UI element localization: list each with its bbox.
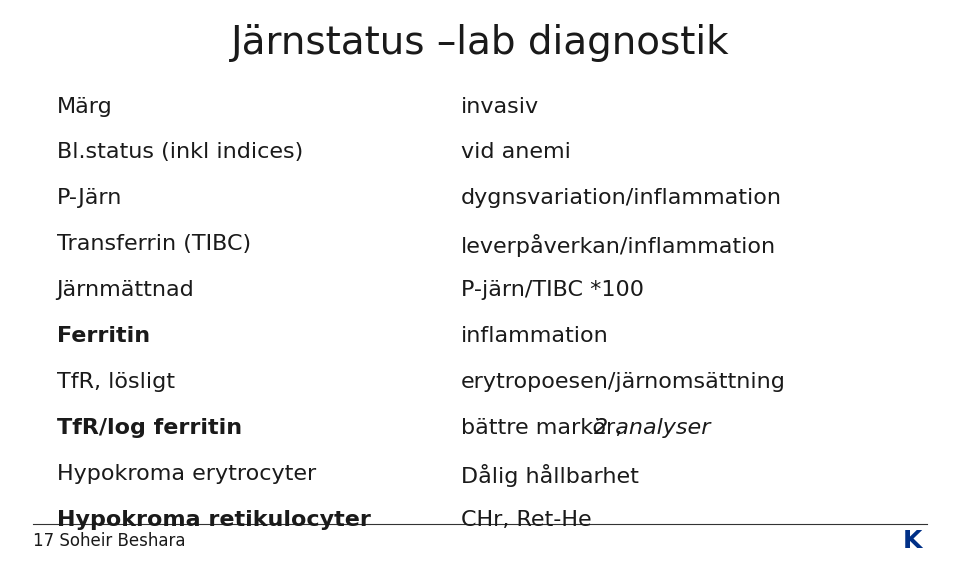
Text: bättre markör,: bättre markör,	[461, 417, 630, 438]
Text: Transferrin (TIBC): Transferrin (TIBC)	[57, 234, 251, 254]
Text: inflammation: inflammation	[461, 326, 609, 346]
Text: Ferritin: Ferritin	[57, 326, 150, 346]
Text: 2 analyser: 2 analyser	[593, 417, 710, 438]
Text: Bl.status (inkl indices): Bl.status (inkl indices)	[57, 143, 302, 162]
Text: Hypokroma retikulocyter: Hypokroma retikulocyter	[57, 509, 371, 529]
Text: invasiv: invasiv	[461, 97, 540, 116]
Text: Hypokroma erytrocyter: Hypokroma erytrocyter	[57, 463, 316, 484]
Text: CHr, Ret-He: CHr, Ret-He	[461, 509, 591, 529]
Text: TfR/log ferritin: TfR/log ferritin	[57, 417, 242, 438]
Text: Dålig hållbarhet: Dålig hållbarhet	[461, 463, 638, 487]
Text: 17 Soheir Beshara: 17 Soheir Beshara	[33, 532, 185, 550]
Text: Järnstatus –lab diagnostik: Järnstatus –lab diagnostik	[230, 24, 730, 62]
Text: dygnsvariation/inflammation: dygnsvariation/inflammation	[461, 189, 782, 208]
Text: P-järn/TIBC *100: P-järn/TIBC *100	[461, 280, 644, 300]
Text: erytropoesen/järnomsättning: erytropoesen/järnomsättning	[461, 372, 786, 392]
Text: vid anemi: vid anemi	[461, 143, 571, 162]
Text: K: K	[903, 529, 923, 553]
Text: P-Järn: P-Järn	[57, 189, 122, 208]
Text: Järnmättnad: Järnmättnad	[57, 280, 194, 300]
Text: leverpåverkan/inflammation: leverpåverkan/inflammation	[461, 234, 776, 257]
Text: Märg: Märg	[57, 97, 112, 116]
Text: TfR, lösligt: TfR, lösligt	[57, 372, 175, 392]
